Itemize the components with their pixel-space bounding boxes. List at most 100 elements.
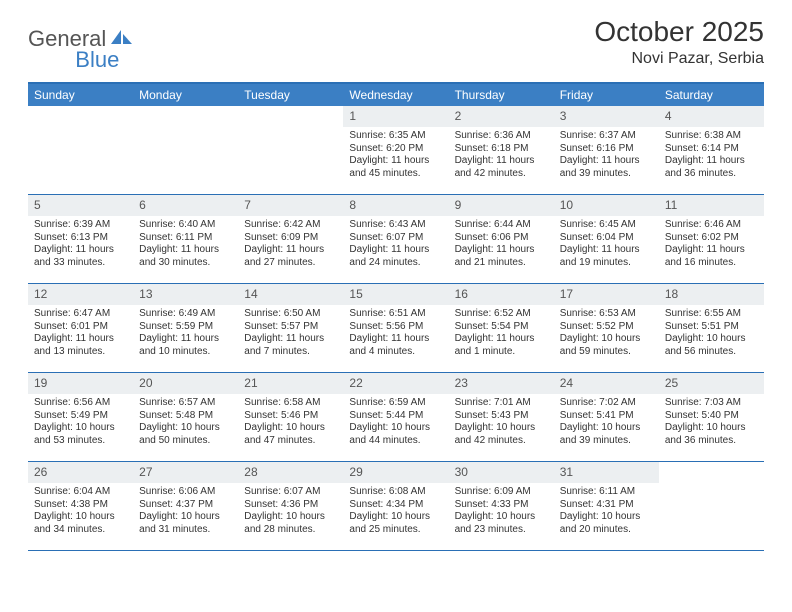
daylight-text: Daylight: 11 hours and 30 minutes. bbox=[139, 244, 232, 269]
sunset-text: Sunset: 5:56 PM bbox=[349, 321, 442, 334]
sunset-text: Sunset: 5:51 PM bbox=[665, 321, 758, 334]
day-number: 20 bbox=[133, 373, 238, 394]
sunset-text: Sunset: 5:43 PM bbox=[455, 410, 548, 423]
day-cell: 16Sunrise: 6:52 AMSunset: 5:54 PMDayligh… bbox=[449, 284, 554, 372]
week-row: 5Sunrise: 6:39 AMSunset: 6:13 PMDaylight… bbox=[28, 195, 764, 284]
week-row: 12Sunrise: 6:47 AMSunset: 6:01 PMDayligh… bbox=[28, 284, 764, 373]
daylight-text: Daylight: 11 hours and 21 minutes. bbox=[455, 244, 548, 269]
sunset-text: Sunset: 5:46 PM bbox=[244, 410, 337, 423]
day-number: 12 bbox=[28, 284, 133, 305]
calendar: Sunday Monday Tuesday Wednesday Thursday… bbox=[28, 82, 764, 551]
day-header: Friday bbox=[554, 84, 659, 106]
sunset-text: Sunset: 6:04 PM bbox=[560, 232, 653, 245]
sunrise-text: Sunrise: 6:58 AM bbox=[244, 397, 337, 410]
daylight-text: Daylight: 10 hours and 42 minutes. bbox=[455, 422, 548, 447]
daylight-text: Daylight: 11 hours and 42 minutes. bbox=[455, 155, 548, 180]
day-body: Sunrise: 7:02 AMSunset: 5:41 PMDaylight:… bbox=[554, 394, 659, 453]
daylight-text: Daylight: 11 hours and 10 minutes. bbox=[139, 333, 232, 358]
sunrise-text: Sunrise: 7:01 AM bbox=[455, 397, 548, 410]
day-body: Sunrise: 6:58 AMSunset: 5:46 PMDaylight:… bbox=[238, 394, 343, 453]
day-cell bbox=[28, 106, 133, 194]
day-cell: 15Sunrise: 6:51 AMSunset: 5:56 PMDayligh… bbox=[343, 284, 448, 372]
week-row: 1Sunrise: 6:35 AMSunset: 6:20 PMDaylight… bbox=[28, 106, 764, 195]
sunset-text: Sunset: 6:06 PM bbox=[455, 232, 548, 245]
day-body: Sunrise: 6:50 AMSunset: 5:57 PMDaylight:… bbox=[238, 305, 343, 364]
sunset-text: Sunset: 5:59 PM bbox=[139, 321, 232, 334]
daylight-text: Daylight: 10 hours and 31 minutes. bbox=[139, 511, 232, 536]
day-cell: 1Sunrise: 6:35 AMSunset: 6:20 PMDaylight… bbox=[343, 106, 448, 194]
day-cell: 23Sunrise: 7:01 AMSunset: 5:43 PMDayligh… bbox=[449, 373, 554, 461]
day-body: Sunrise: 6:08 AMSunset: 4:34 PMDaylight:… bbox=[343, 483, 448, 542]
day-cell: 6Sunrise: 6:40 AMSunset: 6:11 PMDaylight… bbox=[133, 195, 238, 283]
day-cell bbox=[238, 106, 343, 194]
day-number: 22 bbox=[343, 373, 448, 394]
day-header: Saturday bbox=[659, 84, 764, 106]
day-number: 15 bbox=[343, 284, 448, 305]
daylight-text: Daylight: 11 hours and 1 minute. bbox=[455, 333, 548, 358]
day-body: Sunrise: 6:49 AMSunset: 5:59 PMDaylight:… bbox=[133, 305, 238, 364]
day-number: 14 bbox=[238, 284, 343, 305]
sunrise-text: Sunrise: 6:50 AM bbox=[244, 308, 337, 321]
sunrise-text: Sunrise: 6:45 AM bbox=[560, 219, 653, 232]
sunrise-text: Sunrise: 6:59 AM bbox=[349, 397, 442, 410]
sunrise-text: Sunrise: 6:51 AM bbox=[349, 308, 442, 321]
day-header: Thursday bbox=[449, 84, 554, 106]
sunrise-text: Sunrise: 6:04 AM bbox=[34, 486, 127, 499]
day-header: Tuesday bbox=[238, 84, 343, 106]
sunrise-text: Sunrise: 6:55 AM bbox=[665, 308, 758, 321]
day-cell: 4Sunrise: 6:38 AMSunset: 6:14 PMDaylight… bbox=[659, 106, 764, 194]
sunrise-text: Sunrise: 6:40 AM bbox=[139, 219, 232, 232]
day-number: 19 bbox=[28, 373, 133, 394]
daylight-text: Daylight: 10 hours and 36 minutes. bbox=[665, 422, 758, 447]
daylight-text: Daylight: 10 hours and 50 minutes. bbox=[139, 422, 232, 447]
day-number: 3 bbox=[554, 106, 659, 127]
day-body: Sunrise: 6:38 AMSunset: 6:14 PMDaylight:… bbox=[659, 127, 764, 186]
sunset-text: Sunset: 4:33 PM bbox=[455, 499, 548, 512]
sunrise-text: Sunrise: 6:38 AM bbox=[665, 130, 758, 143]
day-cell: 7Sunrise: 6:42 AMSunset: 6:09 PMDaylight… bbox=[238, 195, 343, 283]
daylight-text: Daylight: 10 hours and 56 minutes. bbox=[665, 333, 758, 358]
day-body: Sunrise: 6:43 AMSunset: 6:07 PMDaylight:… bbox=[343, 216, 448, 275]
day-number bbox=[659, 462, 764, 468]
sunrise-text: Sunrise: 6:46 AM bbox=[665, 219, 758, 232]
daylight-text: Daylight: 11 hours and 7 minutes. bbox=[244, 333, 337, 358]
day-header: Monday bbox=[133, 84, 238, 106]
sunset-text: Sunset: 6:09 PM bbox=[244, 232, 337, 245]
sunrise-text: Sunrise: 7:03 AM bbox=[665, 397, 758, 410]
day-number bbox=[133, 106, 238, 112]
daylight-text: Daylight: 11 hours and 39 minutes. bbox=[560, 155, 653, 180]
daylight-text: Daylight: 11 hours and 19 minutes. bbox=[560, 244, 653, 269]
day-cell: 13Sunrise: 6:49 AMSunset: 5:59 PMDayligh… bbox=[133, 284, 238, 372]
sunrise-text: Sunrise: 6:09 AM bbox=[455, 486, 548, 499]
day-number: 29 bbox=[343, 462, 448, 483]
sunrise-text: Sunrise: 6:08 AM bbox=[349, 486, 442, 499]
day-header-row: Sunday Monday Tuesday Wednesday Thursday… bbox=[28, 84, 764, 106]
day-number: 8 bbox=[343, 195, 448, 216]
sunrise-text: Sunrise: 6:06 AM bbox=[139, 486, 232, 499]
day-body: Sunrise: 6:45 AMSunset: 6:04 PMDaylight:… bbox=[554, 216, 659, 275]
day-body: Sunrise: 6:53 AMSunset: 5:52 PMDaylight:… bbox=[554, 305, 659, 364]
day-number: 2 bbox=[449, 106, 554, 127]
day-body: Sunrise: 6:44 AMSunset: 6:06 PMDaylight:… bbox=[449, 216, 554, 275]
sunset-text: Sunset: 6:16 PM bbox=[560, 143, 653, 156]
day-body: Sunrise: 6:57 AMSunset: 5:48 PMDaylight:… bbox=[133, 394, 238, 453]
day-body: Sunrise: 6:04 AMSunset: 4:38 PMDaylight:… bbox=[28, 483, 133, 542]
day-cell: 27Sunrise: 6:06 AMSunset: 4:37 PMDayligh… bbox=[133, 462, 238, 550]
daylight-text: Daylight: 10 hours and 34 minutes. bbox=[34, 511, 127, 536]
sunset-text: Sunset: 4:34 PM bbox=[349, 499, 442, 512]
day-number: 16 bbox=[449, 284, 554, 305]
day-cell: 3Sunrise: 6:37 AMSunset: 6:16 PMDaylight… bbox=[554, 106, 659, 194]
day-body: Sunrise: 6:09 AMSunset: 4:33 PMDaylight:… bbox=[449, 483, 554, 542]
day-number: 28 bbox=[238, 462, 343, 483]
sunrise-text: Sunrise: 6:43 AM bbox=[349, 219, 442, 232]
day-body: Sunrise: 6:36 AMSunset: 6:18 PMDaylight:… bbox=[449, 127, 554, 186]
sunset-text: Sunset: 4:38 PM bbox=[34, 499, 127, 512]
sunrise-text: Sunrise: 7:02 AM bbox=[560, 397, 653, 410]
day-cell bbox=[659, 462, 764, 550]
day-body: Sunrise: 6:11 AMSunset: 4:31 PMDaylight:… bbox=[554, 483, 659, 542]
day-number: 18 bbox=[659, 284, 764, 305]
sunrise-text: Sunrise: 6:52 AM bbox=[455, 308, 548, 321]
day-cell: 30Sunrise: 6:09 AMSunset: 4:33 PMDayligh… bbox=[449, 462, 554, 550]
day-number: 4 bbox=[659, 106, 764, 127]
week-row: 19Sunrise: 6:56 AMSunset: 5:49 PMDayligh… bbox=[28, 373, 764, 462]
